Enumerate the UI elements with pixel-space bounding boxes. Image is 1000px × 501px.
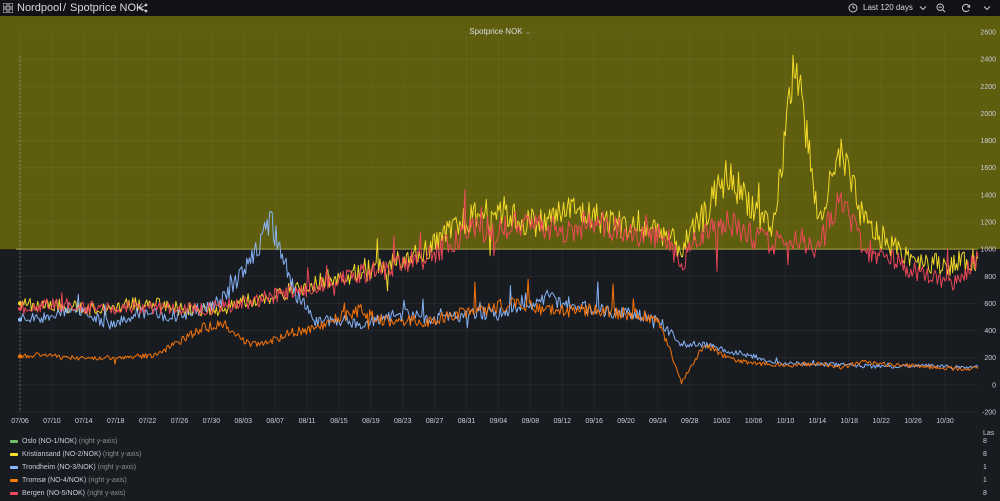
panel-title[interactable]: Spotprice NOK ⌄ (0, 27, 1000, 36)
legend-last-value: 1 (983, 477, 987, 484)
series-start-point (18, 354, 22, 359)
zoom-out-icon[interactable] (936, 0, 946, 16)
y-tick-label: 2000 (980, 111, 996, 118)
x-tick-label: 07/26 (171, 418, 189, 425)
legend-item-label: Bergen (NO-5/NOK) (22, 490, 86, 497)
x-tick-label: 09/12 (553, 418, 571, 425)
legend-swatch (10, 465, 18, 469)
y-tick-label: 2200 (980, 84, 996, 91)
y-tick-label: 1200 (980, 220, 996, 227)
y-tick-label: 400 (984, 328, 996, 335)
legend-last-value: 8 (983, 438, 987, 445)
breadcrumb-separator: / (63, 2, 67, 14)
x-tick-label: 07/18 (107, 418, 125, 425)
x-tick-label: 09/16 (585, 418, 603, 425)
legend-axis-label: (right y-axis) (88, 477, 127, 484)
chevron-down-icon[interactable] (919, 0, 927, 16)
y-tick-label: 1400 (980, 192, 996, 199)
legend-axis-label: (right y-axis) (97, 464, 137, 471)
x-tick-label: 07/30 (203, 418, 221, 425)
share-icon[interactable] (138, 0, 148, 16)
x-tick-label: 08/19 (362, 418, 380, 425)
x-tick-label: 09/20 (617, 418, 635, 425)
y-tick-label: 1600 (980, 165, 996, 172)
legend-swatch (10, 439, 18, 443)
spotprice-chart[interactable]: -200 0 200 400 600 800 1000 1200 1400 1600 1800 200… (0, 0, 1000, 436)
panel-title-text: Spotprice NOK (469, 27, 523, 36)
clock-icon[interactable] (848, 0, 858, 16)
x-tick-label: 08/27 (426, 418, 444, 425)
legend-item-label: Tromsø (NO-4/NOK) (22, 477, 87, 484)
x-tick-label: 10/14 (809, 418, 827, 425)
x-tick-label: 10/30 (936, 418, 954, 425)
series-line-tromso (19, 278, 979, 385)
legend-axis-label: (right y-axis) (78, 438, 118, 445)
refresh-icon[interactable] (961, 0, 971, 16)
legend-last-header: Las (983, 430, 995, 437)
legend-item-kristiansand[interactable]: Kristiansand (NO-2/NOK) (right y-axis) (10, 449, 141, 461)
x-tick-label: 08/03 (235, 418, 253, 425)
y-tick-label: 1800 (980, 138, 996, 145)
x-tick-label: 07/22 (139, 418, 157, 425)
x-tick-label: 08/11 (299, 418, 316, 425)
x-tick-label: 09/04 (490, 418, 508, 425)
legend-last-value: 1 (983, 464, 987, 471)
y-tick-label: 2400 (980, 57, 996, 64)
y-tick-label: 1000 (980, 247, 996, 254)
x-tick-label: 10/22 (872, 418, 890, 425)
series-start-point (18, 317, 22, 322)
breadcrumb-folder[interactable]: Nordpool (17, 2, 62, 14)
x-tick-label: 10/02 (713, 418, 731, 425)
x-tick-label: 09/08 (522, 418, 540, 425)
legend-item-label: Kristiansand (NO-2/NOK) (22, 451, 101, 458)
legend-item-label: Oslo (NO-1/NOK) (22, 438, 77, 445)
x-tick-label: 10/18 (841, 418, 859, 425)
time-range-picker[interactable]: Last 120 days (863, 3, 913, 12)
x-tick-label: 08/23 (394, 418, 412, 425)
series-line-bergen (19, 189, 979, 316)
x-tick-label: 07/06 (11, 418, 29, 425)
x-tick-label: 10/06 (745, 418, 763, 425)
legend-swatch (10, 478, 18, 482)
threshold-region (0, 16, 1000, 250)
legend-item-tromso[interactable]: Tromsø (NO-4/NOK) (right y-axis) (10, 475, 127, 487)
y-tick-label: 800 (984, 274, 996, 281)
legend-last-value: 8 (983, 490, 987, 497)
x-tick-label: 10/26 (904, 418, 922, 425)
x-tick-label: 08/07 (266, 418, 284, 425)
legend-swatch (10, 491, 18, 495)
legend-item-oslo[interactable]: Oslo (NO-1/NOK) (right y-axis) (10, 436, 117, 448)
top-navbar: Nordpool / Spotprice NOK Last 120 days (0, 0, 1000, 16)
y-tick-label: -200 (982, 410, 996, 417)
legend-item-bergen[interactable]: Bergen (NO-5/NOK) (right y-axis) (10, 488, 126, 500)
series-start-point (18, 306, 22, 311)
y-tick-label: 200 (984, 355, 996, 362)
legend-last-value: 8 (983, 451, 987, 458)
x-tick-label: 08/31 (458, 418, 476, 425)
legend-axis-label: (right y-axis) (86, 490, 126, 497)
legend-swatch (10, 452, 18, 456)
x-tick-label: 09/24 (649, 418, 667, 425)
breadcrumb-dashboard-title[interactable]: Spotprice NOK (70, 2, 144, 14)
legend-item-trondheim[interactable]: Trondheim (NO-3/NOK) (right y-axis) (10, 462, 136, 474)
legend-axis-label: (right y-axis) (102, 451, 142, 458)
x-tick-label: 10/10 (777, 418, 795, 425)
legend-item-label: Trondheim (NO-3/NOK) (22, 464, 96, 471)
y-tick-label: 2600 (980, 30, 996, 37)
refresh-interval-chevron-icon[interactable] (983, 0, 991, 16)
x-tick-label: 09/28 (681, 418, 699, 425)
series-line-trondheim (20, 210, 979, 370)
x-tick-label: 07/10 (43, 418, 61, 425)
y-tick-label: 0 (992, 382, 996, 389)
x-tick-label: 07/14 (75, 418, 93, 425)
legend: Las Oslo (NO-1/NOK) (right y-axis) 8 Kri… (0, 430, 1000, 501)
y-tick-label: 600 (984, 301, 996, 308)
x-tick-label: 08/15 (330, 418, 348, 425)
panel-menu-chevron-icon[interactable]: ⌄ (524, 29, 531, 36)
